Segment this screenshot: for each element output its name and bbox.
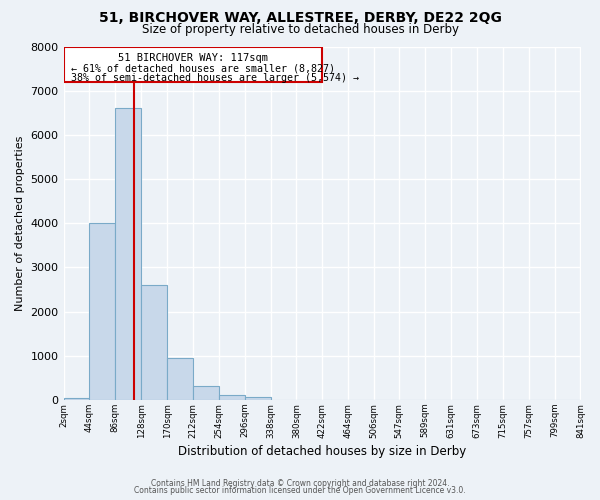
Bar	[64, 398, 89, 400]
Text: 51, BIRCHOVER WAY, ALLESTREE, DERBY, DE22 2QG: 51, BIRCHOVER WAY, ALLESTREE, DERBY, DE2…	[98, 11, 502, 25]
Bar	[193, 386, 219, 400]
FancyBboxPatch shape	[64, 48, 322, 82]
Bar	[115, 108, 141, 400]
Bar	[219, 394, 245, 400]
Text: ← 61% of detached houses are smaller (8,827): ← 61% of detached houses are smaller (8,…	[71, 64, 335, 74]
Text: 51 BIRCHOVER WAY: 117sqm: 51 BIRCHOVER WAY: 117sqm	[118, 53, 268, 63]
Text: Contains public sector information licensed under the Open Government Licence v3: Contains public sector information licen…	[134, 486, 466, 495]
Bar	[167, 358, 193, 400]
Bar	[245, 398, 271, 400]
Text: 38% of semi-detached houses are larger (5,574) →: 38% of semi-detached houses are larger (…	[71, 73, 359, 83]
Y-axis label: Number of detached properties: Number of detached properties	[15, 136, 25, 311]
Text: Size of property relative to detached houses in Derby: Size of property relative to detached ho…	[142, 22, 458, 36]
X-axis label: Distribution of detached houses by size in Derby: Distribution of detached houses by size …	[178, 444, 466, 458]
Bar	[89, 223, 115, 400]
Text: Contains HM Land Registry data © Crown copyright and database right 2024.: Contains HM Land Registry data © Crown c…	[151, 478, 449, 488]
Bar	[141, 285, 167, 400]
